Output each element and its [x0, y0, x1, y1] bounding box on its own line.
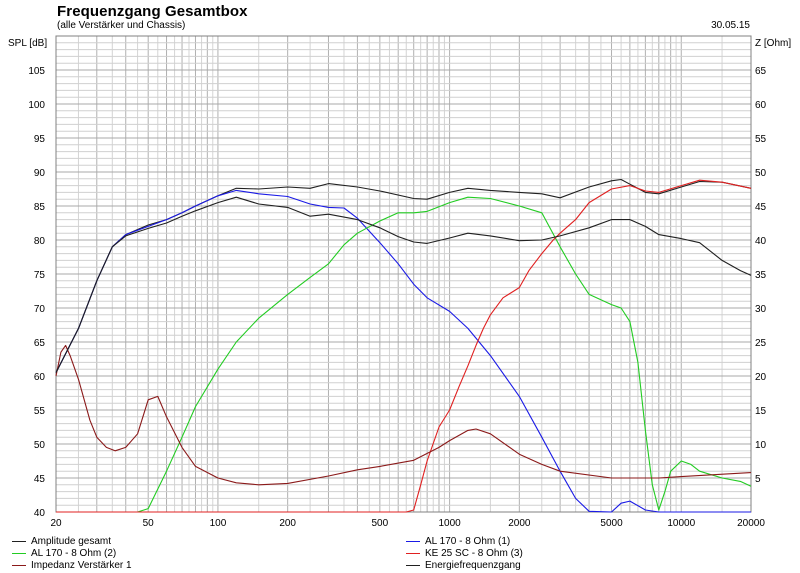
y2-tick-label: 55 — [755, 134, 767, 145]
y-tick-label: 75 — [34, 270, 46, 281]
x-tick-label: 2000 — [508, 518, 531, 529]
chart-title: Frequenzgang Gesamtbox — [57, 3, 248, 20]
legend-item: Amplitude gesamt — [12, 535, 111, 548]
legend: Amplitude gesamt AL 170 - 8 Ohm (1) AL 170… — [0, 535, 800, 573]
y-tick-label: 70 — [34, 304, 46, 315]
legend-item: AL 170 - 8 Ohm (2) — [12, 547, 116, 560]
y-tick-label: 50 — [34, 440, 46, 451]
y2-tick-label: 25 — [755, 338, 767, 349]
y2-tick-label: 5 — [755, 474, 761, 485]
y-tick-label: 80 — [34, 236, 46, 247]
legend-label: AL 170 - 8 Ohm (2) — [31, 548, 117, 559]
x-tick-label: 500 — [372, 518, 389, 529]
y2-tick-label: 15 — [755, 406, 767, 417]
legend-swatch — [12, 552, 26, 554]
y2-tick-label: 20 — [755, 372, 767, 383]
y2-tick-label: 40 — [755, 236, 767, 247]
y2-tick-label: 60 — [755, 100, 767, 111]
y2-tick-label: 65 — [755, 66, 767, 77]
legend-label: Impedanz Verstärker 1 — [31, 560, 132, 571]
x-tick-label: 1000 — [438, 518, 461, 529]
y-tick-label: 90 — [34, 168, 46, 179]
x-tick-label: 200 — [279, 518, 296, 529]
x-tick-label: 50 — [143, 518, 155, 529]
x-tick-label: 5000 — [600, 518, 623, 529]
y-tick-label: 60 — [34, 372, 46, 383]
chart-date: 30.05.15 — [711, 20, 750, 31]
legend-swatch — [12, 564, 26, 566]
y2-tick-label: 45 — [755, 202, 767, 213]
series-line-5 — [55, 344, 752, 486]
legend-swatch — [406, 552, 420, 554]
x-tick-label: 20 — [50, 518, 62, 529]
y-tick-label: 55 — [34, 406, 46, 417]
y-tick-label: 95 — [34, 134, 46, 145]
y2-tick-label: 30 — [755, 304, 767, 315]
chart-subtitle: (alle Verstärker und Chassis) — [57, 20, 186, 31]
y-tick-label: 45 — [34, 474, 46, 485]
y-tick-label: 100 — [28, 100, 45, 111]
legend-item: Energiefrequenzgang — [406, 559, 521, 572]
y-tick-label: 105 — [28, 66, 45, 77]
y-tick-label: 85 — [34, 202, 46, 213]
legend-label: Energiefrequenzgang — [425, 560, 521, 571]
series-line-3 — [56, 196, 752, 513]
y2-axis-title: Z [Ohm] — [755, 38, 792, 49]
y-tick-label: 65 — [34, 338, 46, 349]
series-line-2 — [55, 189, 751, 513]
chart-area: 20 50 100 200 500 1000 2000 5000 10000 20000 40 45 5… — [28, 35, 767, 529]
x-tick-label: 100 — [210, 518, 227, 529]
y2-tick-label: 35 — [755, 270, 767, 281]
legend-swatch — [406, 540, 420, 542]
series-line-6 — [55, 196, 752, 373]
legend-item: AL 170 - 8 Ohm (1) — [406, 535, 510, 548]
y-tick-label: 40 — [34, 508, 46, 519]
legend-swatch — [406, 564, 420, 566]
legend-item: KE 25 SC - 8 Ohm (3) — [406, 547, 523, 560]
x-tick-label: 20000 — [737, 518, 765, 529]
series-line-4 — [56, 179, 752, 513]
y2-tick-label: 50 — [755, 168, 767, 179]
legend-label: KE 25 SC - 8 Ohm (3) — [425, 548, 523, 559]
x-tick-label: 10000 — [667, 518, 695, 529]
legend-item: Impedanz Verstärker 1 — [12, 559, 132, 572]
y-axis-title: SPL [dB] — [8, 38, 48, 49]
legend-swatch — [12, 540, 26, 542]
legend-label: Amplitude gesamt — [31, 536, 112, 547]
legend-label: AL 170 - 8 Ohm (1) — [425, 536, 511, 547]
y2-tick-label: 10 — [755, 440, 767, 451]
